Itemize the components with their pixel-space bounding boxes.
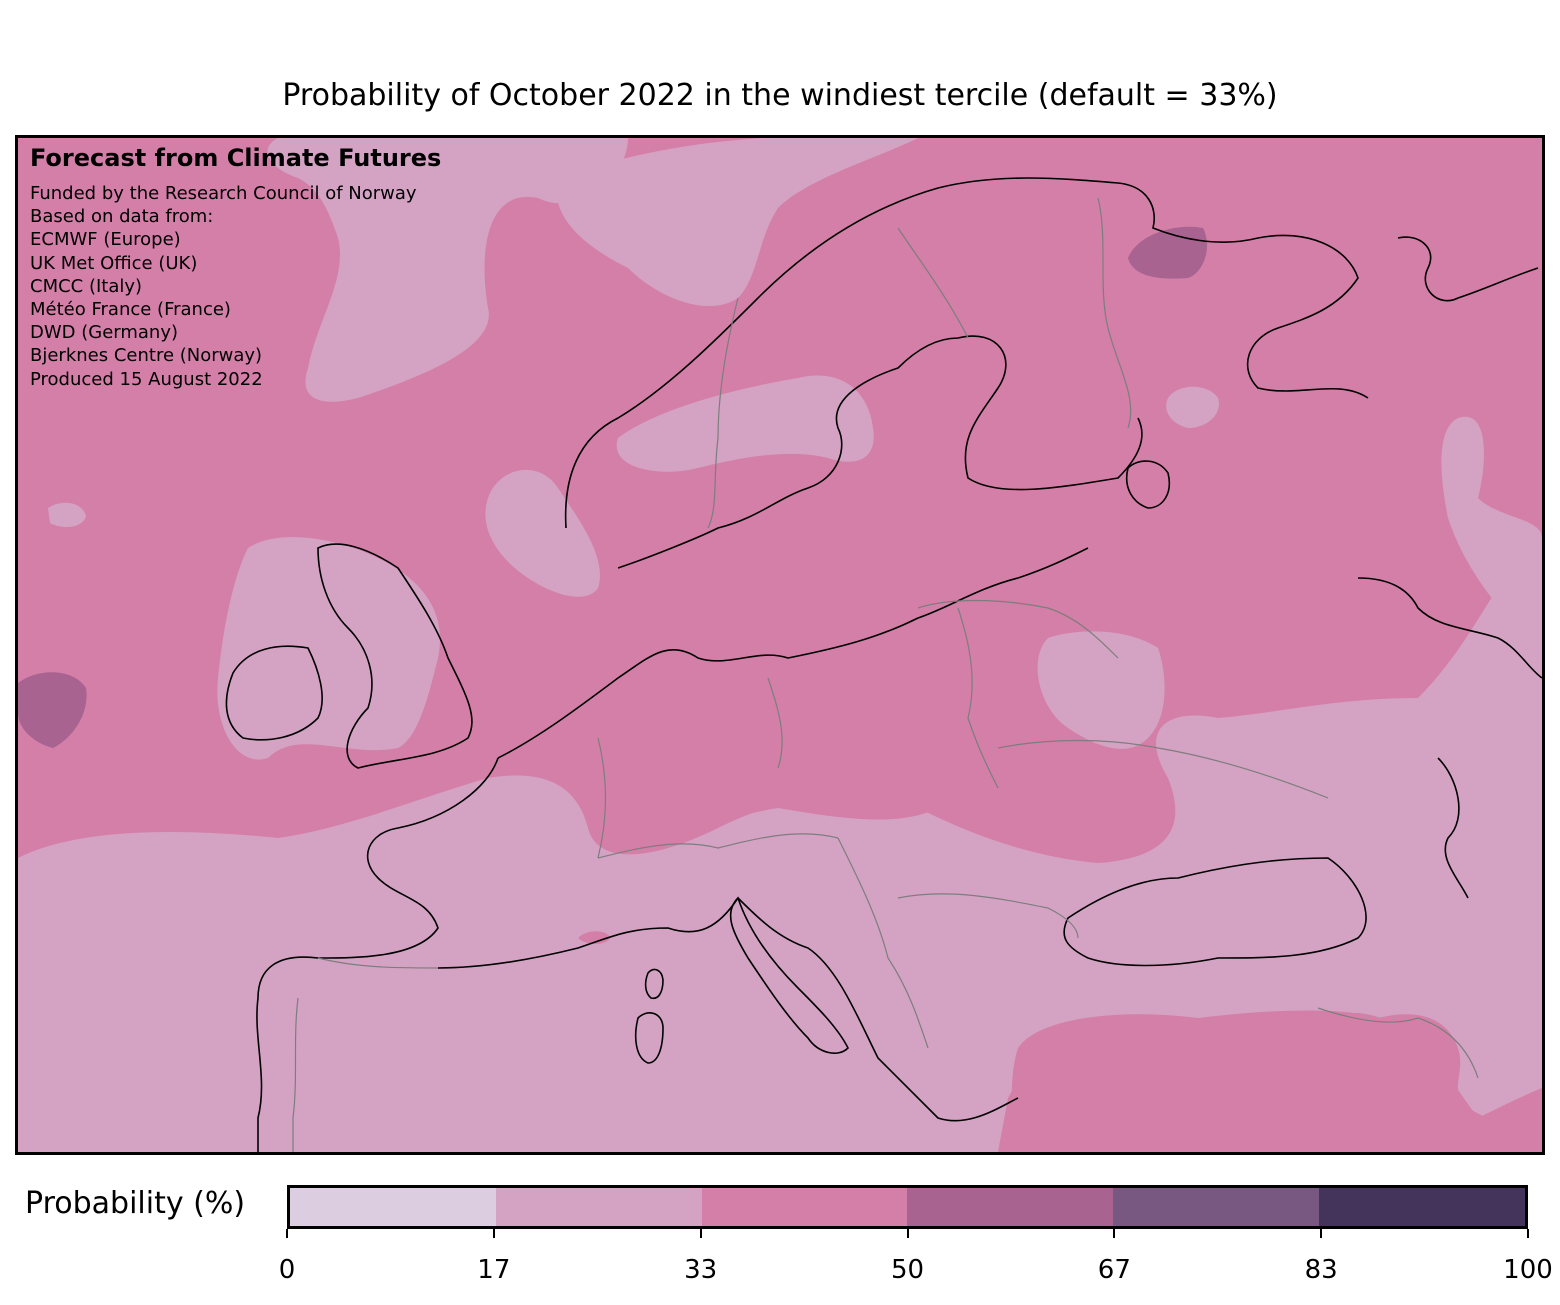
coast-caspian-side <box>1437 757 1469 899</box>
region-north-sea <box>485 469 600 597</box>
credit-line: Produced 15 August 2022 <box>30 368 263 390</box>
colorbar-segment <box>290 1188 496 1226</box>
border-ukraine <box>997 739 1329 799</box>
border-turkey <box>1317 1007 1479 1079</box>
region-south-europe <box>18 538 1542 1152</box>
colorbar-tick-mark <box>286 1229 288 1238</box>
country-borders <box>292 197 1479 1152</box>
credit-line: Funded by the Research Council of Norway <box>30 183 417 204</box>
border-romania <box>897 893 1079 939</box>
region-north-sea-west <box>267 138 628 402</box>
map-title: Probability of October 2022 in the windi… <box>282 78 1278 113</box>
colorbar-segment <box>1113 1188 1320 1226</box>
regions-33-50-south <box>578 754 1542 1152</box>
region-russia-small <box>1166 386 1219 428</box>
border-norway-sweden <box>707 297 739 529</box>
region-british-isles <box>217 537 440 760</box>
region-turkey <box>1011 1010 1542 1152</box>
region-kola <box>1128 226 1208 279</box>
probability-map <box>18 138 1542 1152</box>
credit-heading: Forecast from Climate Futures <box>30 144 442 172</box>
colorbar-tick-label: 67 <box>1097 1255 1131 1285</box>
colorbar-segment <box>907 1188 1114 1226</box>
coast-scandinavia <box>564 177 1369 529</box>
coast-italy <box>729 896 849 1054</box>
coast-ireland <box>225 645 323 741</box>
border-spain-portugal <box>292 997 299 1152</box>
region-scandinavia <box>616 375 874 472</box>
colorbar-segment <box>1319 1188 1525 1226</box>
region-italy-patch <box>578 931 610 944</box>
colorbar-tick-mark <box>1113 1229 1116 1238</box>
coast-britain <box>317 543 473 769</box>
border-germany-poland <box>767 677 783 769</box>
colorbar-tick-mark <box>906 1229 909 1238</box>
coast-ladoga <box>1126 460 1170 509</box>
credit-line: Based on data from: <box>30 206 214 228</box>
coast-sweden-finland <box>617 335 1143 569</box>
colorbar-tick-mark <box>699 1229 702 1238</box>
border-alps <box>597 833 839 859</box>
border-finland-russia <box>1097 197 1132 429</box>
coast-mediterranean <box>437 896 1019 1122</box>
border-sweden-finland <box>897 227 969 339</box>
credit-line: UK Met Office (UK) <box>30 252 198 274</box>
colorbar-tick-label: 83 <box>1304 1255 1338 1285</box>
region-atlantic-west <box>18 672 87 748</box>
coastlines <box>225 177 1542 1152</box>
credit-lines: Funded by the Research Council of Norway… <box>30 182 441 391</box>
region-atlantic-small <box>48 502 86 528</box>
colorbar-segment <box>701 1188 908 1226</box>
colorbar-tick-mark <box>1527 1229 1529 1238</box>
coast-kola <box>1397 236 1539 302</box>
credit-line: Bjerknes Centre (Norway) <box>30 345 263 367</box>
colorbar-tick-label: 33 <box>684 1255 718 1285</box>
credit-line: ECMWF (Europe) <box>30 229 181 251</box>
border-poland-east <box>957 607 999 789</box>
colorbar <box>287 1185 1528 1229</box>
colorbar-tick-label: 100 <box>1503 1255 1553 1285</box>
coast-north-europe <box>497 547 1089 759</box>
colorbar-tick-mark <box>1320 1229 1323 1238</box>
map-panel[interactable] <box>15 135 1545 1155</box>
region-norwegian-sea <box>556 138 918 306</box>
coast-sardinia <box>634 1012 664 1064</box>
colorbar-tick-label: 50 <box>890 1255 925 1285</box>
regions-17-33 <box>18 138 1542 1152</box>
regions-50-67 <box>18 226 1208 748</box>
border-balkans <box>837 837 929 1049</box>
region-east-edge <box>1441 416 1542 658</box>
colorbar-tick-label: 17 <box>477 1255 511 1285</box>
coast-corsica <box>644 968 664 1000</box>
colorbar-tick-label: 0 <box>278 1255 296 1285</box>
colorbar-tick-mark <box>492 1229 495 1238</box>
credit-line: Météo France (France) <box>30 299 231 321</box>
region-east-europe <box>1037 631 1165 749</box>
credit-line: DWD (Germany) <box>30 322 179 344</box>
colorbar-label: Probability (%) <box>25 1186 246 1221</box>
colorbar-ticks: 0 17 33 50 67 83 100 <box>279 1229 1553 1289</box>
colorbar-segment <box>495 1188 702 1226</box>
region-central-europe <box>588 754 938 838</box>
border-france-spain <box>317 957 439 969</box>
border-france-germany <box>597 737 607 859</box>
credit-line: CMCC (Italy) <box>30 275 143 297</box>
coast-france-iberia <box>256 757 499 1152</box>
coast-black-sea <box>1063 857 1367 967</box>
coast-east <box>1357 577 1542 679</box>
credit-block: Forecast from Climate Futures Funded by … <box>30 142 441 391</box>
border-baltics <box>917 599 1119 659</box>
